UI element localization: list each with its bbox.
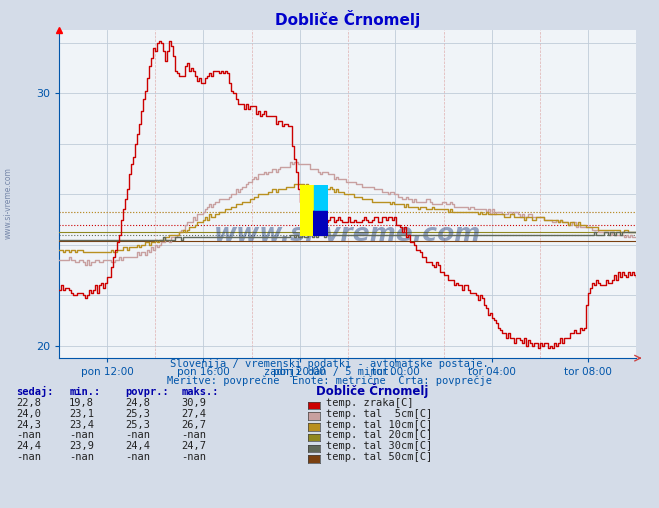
Text: www.si-vreme.com: www.si-vreme.com (3, 167, 13, 239)
Text: temp. tal 10cm[C]: temp. tal 10cm[C] (326, 420, 432, 430)
Text: maks.:: maks.: (181, 387, 219, 397)
Text: 24,0: 24,0 (16, 409, 42, 419)
Text: 24,4: 24,4 (125, 441, 150, 451)
Text: temp. tal  5cm[C]: temp. tal 5cm[C] (326, 409, 432, 419)
Title: Dobliče Črnomelj: Dobliče Črnomelj (275, 10, 420, 28)
Text: povpr.:: povpr.: (125, 387, 169, 397)
Text: 26,7: 26,7 (181, 420, 206, 430)
Text: -nan: -nan (16, 452, 42, 462)
Text: 27,4: 27,4 (181, 409, 206, 419)
Text: 23,1: 23,1 (69, 409, 94, 419)
Polygon shape (314, 185, 328, 211)
Bar (314, 211, 328, 236)
Text: min.:: min.: (69, 387, 100, 397)
Text: 24,4: 24,4 (16, 441, 42, 451)
Text: -nan: -nan (69, 452, 94, 462)
Text: temp. tal 20cm[C]: temp. tal 20cm[C] (326, 430, 432, 440)
Text: 24,7: 24,7 (181, 441, 206, 451)
Polygon shape (314, 211, 328, 236)
Text: sedaj:: sedaj: (16, 386, 54, 397)
Text: 24,3: 24,3 (16, 420, 42, 430)
Text: www.si-vreme.com: www.si-vreme.com (214, 221, 481, 246)
Text: -nan: -nan (181, 452, 206, 462)
Bar (300, 185, 314, 236)
Text: -nan: -nan (181, 430, 206, 440)
Text: -nan: -nan (125, 452, 150, 462)
Text: 25,3: 25,3 (125, 409, 150, 419)
Text: -nan: -nan (69, 430, 94, 440)
Text: -nan: -nan (16, 430, 42, 440)
Text: temp. tal 30cm[C]: temp. tal 30cm[C] (326, 441, 432, 451)
Text: 25,3: 25,3 (125, 420, 150, 430)
Text: 23,9: 23,9 (69, 441, 94, 451)
Text: temp. zraka[C]: temp. zraka[C] (326, 398, 413, 408)
Text: -nan: -nan (125, 430, 150, 440)
Text: Slovenija / vremenski podatki - avtomatske postaje.: Slovenija / vremenski podatki - avtomats… (170, 359, 489, 369)
Text: 23,4: 23,4 (69, 420, 94, 430)
Text: 22,8: 22,8 (16, 398, 42, 408)
Polygon shape (314, 185, 328, 211)
Text: 24,8: 24,8 (125, 398, 150, 408)
Text: 30,9: 30,9 (181, 398, 206, 408)
Text: Meritve: povprečne  Enote: metrične  Črta: povprečje: Meritve: povprečne Enote: metrične Črta:… (167, 374, 492, 386)
Text: Dobliče Črnomelj: Dobliče Črnomelj (316, 383, 429, 398)
Text: zadnji dan / 5 minut.: zadnji dan / 5 minut. (264, 367, 395, 377)
Text: temp. tal 50cm[C]: temp. tal 50cm[C] (326, 452, 432, 462)
Text: 19,8: 19,8 (69, 398, 94, 408)
